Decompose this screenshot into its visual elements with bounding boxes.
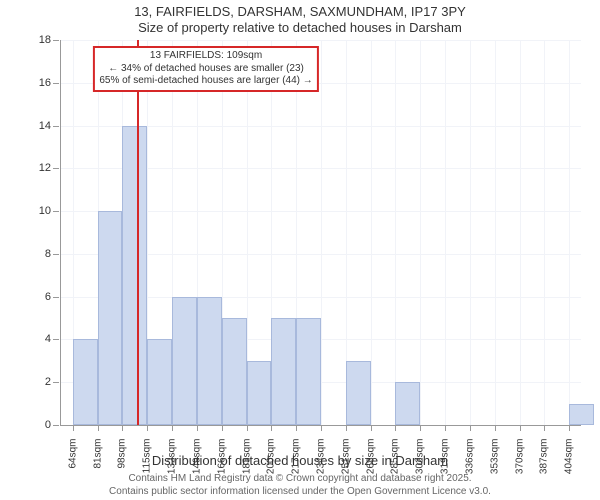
histogram-bar (172, 297, 197, 425)
x-tick (296, 425, 297, 431)
x-tick (222, 425, 223, 431)
x-tick (495, 425, 496, 431)
y-tick-label: 18 (39, 34, 61, 46)
x-tick (172, 425, 173, 431)
histogram-bar (222, 318, 247, 425)
x-tick (544, 425, 545, 431)
histogram-bar (271, 318, 296, 425)
x-tick (420, 425, 421, 431)
annotation-box: 13 FAIRFIELDS: 109sqm← 34% of detached h… (93, 46, 318, 92)
y-tick-label: 12 (39, 162, 61, 174)
x-tick (346, 425, 347, 431)
y-tick-label: 4 (45, 333, 61, 345)
chart-subtitle: Size of property relative to detached ho… (0, 20, 600, 35)
x-tick (321, 425, 322, 431)
histogram-bar (197, 297, 222, 425)
gridline-vertical (470, 40, 471, 425)
x-tick (371, 425, 372, 431)
histogram-bar (569, 404, 594, 425)
chart-container: 13, FAIRFIELDS, DARSHAM, SAXMUNDHAM, IP1… (0, 0, 600, 500)
x-axis-label: Distribution of detached houses by size … (0, 453, 600, 468)
gridline-vertical (395, 40, 396, 425)
x-tick (569, 425, 570, 431)
annotation-line-2: ← 34% of detached houses are smaller (23… (99, 63, 312, 76)
gridline-vertical (569, 40, 570, 425)
reference-line (137, 40, 139, 425)
gridline-vertical (520, 40, 521, 425)
x-tick (122, 425, 123, 431)
histogram-bar (296, 318, 321, 425)
footer-text: Contains HM Land Registry data © Crown c… (0, 473, 600, 498)
x-tick (147, 425, 148, 431)
x-tick (197, 425, 198, 431)
y-tick-label: 14 (39, 120, 61, 132)
x-tick (73, 425, 74, 431)
gridline-vertical (445, 40, 446, 425)
y-tick-label: 8 (45, 248, 61, 260)
annotation-line-1: 13 FAIRFIELDS: 109sqm (99, 50, 312, 63)
gridline-vertical (371, 40, 372, 425)
histogram-bar (73, 339, 98, 425)
x-tick (395, 425, 396, 431)
x-tick (445, 425, 446, 431)
y-tick-label: 10 (39, 205, 61, 217)
y-tick-label: 0 (45, 419, 61, 431)
footer-line-1: Contains HM Land Registry data © Crown c… (0, 473, 600, 486)
histogram-bar (147, 339, 172, 425)
x-tick (271, 425, 272, 431)
x-tick (470, 425, 471, 431)
histogram-bar (98, 211, 123, 425)
gridline-vertical (495, 40, 496, 425)
histogram-bar (122, 126, 147, 425)
histogram-bar (247, 361, 272, 425)
x-tick (98, 425, 99, 431)
histogram-bar (346, 361, 371, 425)
gridline-vertical (420, 40, 421, 425)
chart-title: 13, FAIRFIELDS, DARSHAM, SAXMUNDHAM, IP1… (0, 4, 600, 19)
footer-line-2: Contains public sector information licen… (0, 486, 600, 499)
histogram-bar (395, 382, 420, 425)
annotation-line-3: 65% of semi-detached houses are larger (… (99, 75, 312, 88)
gridline-vertical (321, 40, 322, 425)
y-tick-label: 6 (45, 291, 61, 303)
y-tick-label: 2 (45, 376, 61, 388)
x-tick (520, 425, 521, 431)
y-tick-label: 16 (39, 77, 61, 89)
x-tick (247, 425, 248, 431)
gridline-vertical (544, 40, 545, 425)
plot-area: 02468101214161864sqm81sqm98sqm115sqm132s… (60, 40, 581, 426)
